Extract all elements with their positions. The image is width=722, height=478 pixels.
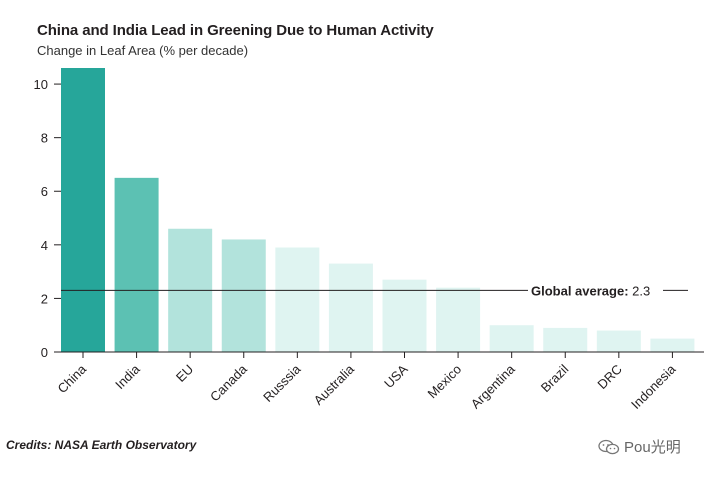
global-average-label: Global average: 2.3: [531, 283, 650, 298]
x-tick-label: India: [112, 361, 143, 392]
bar-mexico: [436, 287, 481, 352]
bar-australia: [328, 263, 373, 352]
bar-usa: [382, 279, 427, 352]
y-tick-label: 2: [41, 291, 48, 306]
bar-canada: [221, 239, 266, 352]
watermark-text: Pou光明: [624, 439, 681, 456]
chart-subtitle: Change in Leaf Area (% per decade): [37, 43, 249, 58]
y-tick-label: 0: [41, 345, 48, 360]
watermark: Pou光明: [598, 436, 681, 457]
bar-india: [114, 177, 159, 352]
bar-drc: [596, 330, 641, 352]
y-tick-label: 6: [41, 184, 48, 199]
x-tick-label: Argentina: [468, 361, 519, 412]
x-tick-label: Indonesia: [628, 361, 679, 412]
wechat-icon: [598, 439, 620, 455]
x-tick-label: DRC: [594, 362, 625, 393]
bar-china: [61, 68, 105, 352]
x-tick-label: Brazil: [538, 361, 572, 395]
x-tick-label: EU: [173, 362, 196, 385]
bar-argentina: [489, 325, 534, 352]
x-tick-label: Mexico: [424, 362, 464, 402]
bar-indonesia: [650, 338, 695, 352]
x-tick-label: China: [54, 361, 89, 396]
y-tick-label: 8: [41, 131, 48, 146]
credits-text: Credits: NASA Earth Observatory: [6, 438, 197, 452]
chart-title: China and India Lead in Greening Due to …: [37, 22, 434, 39]
x-tick-label: Australia: [311, 361, 358, 408]
y-tick-label: 4: [41, 238, 48, 253]
x-tick-label: Canada: [207, 361, 250, 404]
x-tick-label: USA: [381, 361, 411, 391]
y-tick-label: 10: [34, 77, 48, 92]
x-tick-label: Russsia: [260, 361, 304, 405]
bar-russsia: [275, 247, 320, 352]
bar-brazil: [543, 327, 588, 352]
